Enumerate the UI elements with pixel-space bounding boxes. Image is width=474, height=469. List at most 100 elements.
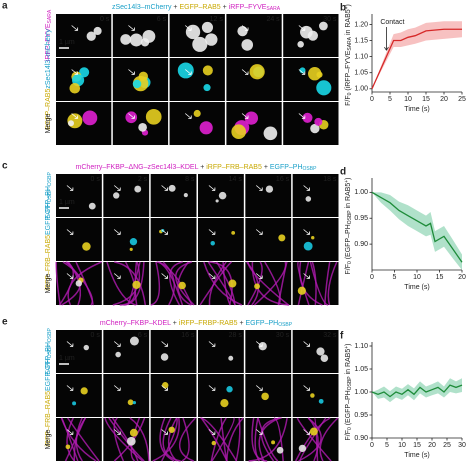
pointer-arrow [303,341,310,347]
time-label: 6 s [138,332,148,339]
membrane [248,417,288,462]
vesicle [129,238,138,246]
y-tick-label: 1.10 [354,343,368,350]
vesicle [145,108,162,125]
membrane [167,417,178,462]
row-label: EGFP–RAB5zSec14l3–mCherry [45,29,52,130]
micrograph [283,58,339,101]
y-axis-title: F/F0 (iRFP–FYVESARA in RAB5+) [344,4,353,106]
pointer-arrow [128,69,135,75]
micrograph [103,374,150,417]
membrane [150,261,161,306]
membrane [208,261,233,306]
text-part: + [171,320,179,327]
micrograph [292,218,339,261]
micrograph [56,174,102,217]
membrane [207,261,236,306]
pointer-arrow [241,113,249,119]
x-tick-label: 10 [413,274,421,281]
vesicle [129,428,138,437]
membrane [66,417,76,462]
membrane [169,261,183,306]
vesicle [316,80,332,96]
membrane [177,261,192,306]
mean-line [371,28,462,90]
x-tick-label: 0 [370,442,374,449]
vesicle [302,112,313,123]
text-part: mCherry–FKBP–KDEL [100,320,171,327]
pointer-arrow [71,69,79,75]
text-part: F/F [345,95,352,106]
vesicle [140,38,150,47]
membrane [104,417,144,462]
micrograph [292,330,339,373]
text-part: mCherry–FKBP–ΔNG–zSec14l3–KDEL [76,164,199,171]
vesicle [263,126,278,141]
membrane [67,261,102,306]
pointer-arrow [303,273,310,279]
text-part: 0 [347,92,353,95]
membrane [319,417,339,462]
text-part: PH [45,342,52,352]
pointer-arrow [241,69,249,75]
vesicle [308,67,322,81]
pointer-arrow [161,229,168,235]
micrograph [112,102,169,145]
x-tick-label: 25 [458,96,466,103]
text-part: in RAB5 [345,183,352,211]
membrane [298,417,322,462]
vesicle [211,440,216,446]
micrograph [226,58,282,101]
vesicle [72,401,77,406]
text-part: SARA [266,6,280,12]
row-label: Merge [45,113,52,133]
vesicle [132,280,141,289]
vesicle [125,111,138,124]
membrane [297,261,310,306]
panel-letter: c [2,161,8,172]
micrograph [198,218,244,261]
micrograph [169,102,225,145]
pointer-arrow [66,385,74,391]
pointer-arrow [66,429,74,435]
text-part: in RAB5 [345,349,352,377]
text-part: 0 [347,427,353,430]
vesicle [201,21,214,33]
time-label: 30 s [323,16,337,23]
text-part: (iRFP–FYVE [345,50,352,92]
pointer-arrow [184,69,192,75]
vesicle [80,387,88,395]
vesicle [258,342,267,351]
y-tick-label: 0.90 [354,241,368,248]
pointer-arrow [66,273,74,279]
membrane [220,417,228,462]
vesicle [160,353,169,361]
membrane [257,417,279,462]
time-label: 6 s [157,16,167,23]
pointer-arrow [161,273,168,279]
text-part: iRFP–FRB–RAB5 [45,391,52,447]
membrane [273,417,284,462]
membrane [203,261,243,306]
vesicle [129,336,139,346]
y-tick-label: 1.05 [354,366,368,373]
membrane [55,261,61,306]
vesicle [228,355,234,361]
pointer-arrow [208,273,216,279]
time-label: 18 s [323,176,337,183]
scale-label: 1 µm [59,199,75,206]
vesicle [168,426,175,433]
pointer-arrow [161,185,168,191]
x-axis-title: Time (s) [404,106,429,113]
micrograph [56,330,102,373]
vesicle [79,67,90,78]
row-label: EGFP–PHOSBP [45,172,53,219]
text-part: OSBP [347,376,353,391]
membrane [226,417,244,462]
text-part: SARA [347,36,353,50]
vesicle [134,185,142,193]
time-label: 0 s [100,16,110,23]
text-part: EGFP–PH [45,202,52,235]
membrane [162,417,181,462]
micrograph [56,14,112,57]
